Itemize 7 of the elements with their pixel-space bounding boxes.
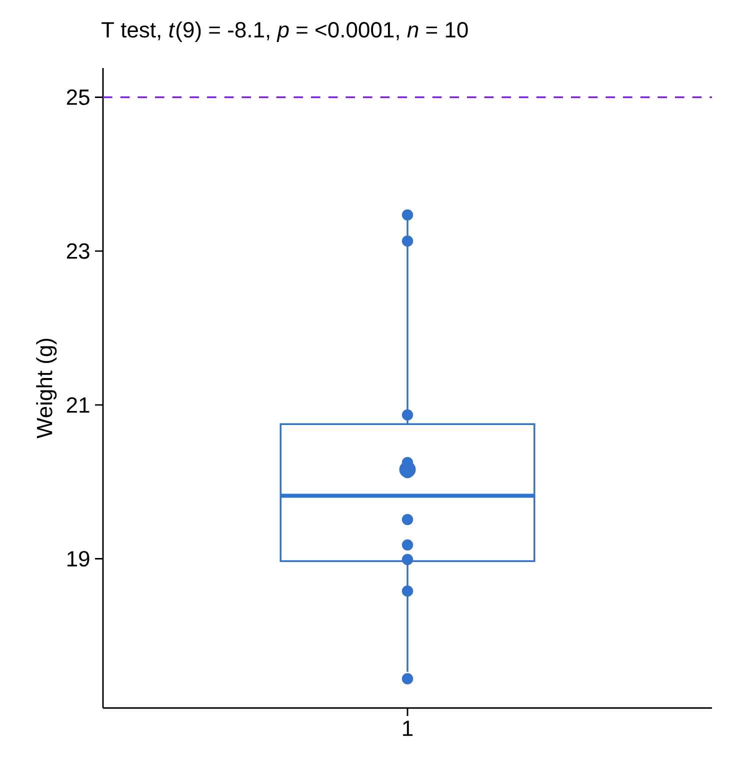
y-tick-label: 25	[66, 89, 90, 106]
y-tick-label: 21	[66, 397, 90, 413]
chart-title: T test, t(9) = -8.1, p = <0.0001, n = 10	[102, 21, 468, 42]
y-tick-label: 23	[66, 243, 90, 259]
x-tick-label: 1	[403, 720, 413, 736]
y-axis-title: Weight (g)	[36, 338, 57, 438]
y-tick-label: 19	[67, 550, 90, 567]
